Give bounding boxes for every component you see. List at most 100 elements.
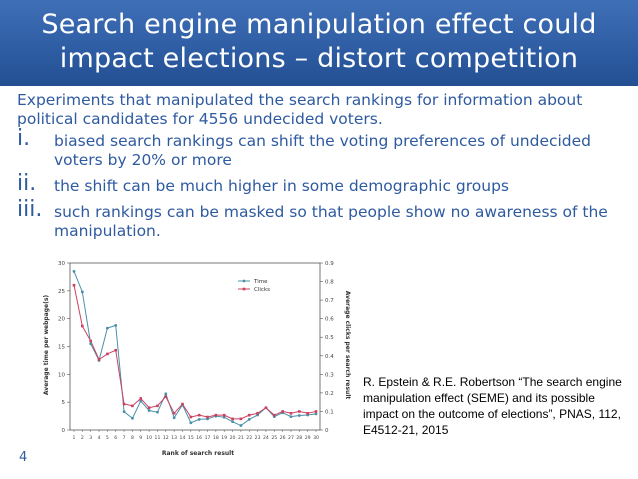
data-point-clicks — [164, 395, 168, 398]
slide-title-line-2: impact elections – distort competition — [59, 43, 579, 74]
x-tick-label: 15 — [188, 435, 194, 441]
list-item-text: biased search rankings can shift the vot… — [54, 132, 592, 169]
data-point-clicks — [114, 348, 118, 352]
data-point-clicks — [231, 417, 234, 421]
data-point-clicks — [314, 410, 318, 413]
x-tick-label: 8 — [131, 435, 134, 441]
findings-list: i. biased search rankings can shift the … — [17, 126, 627, 241]
data-point-time — [314, 412, 318, 416]
data-point-time — [172, 416, 176, 420]
y-tick-label: 15 — [58, 345, 65, 351]
series-line-clicks — [73, 285, 317, 420]
data-point-time — [89, 342, 93, 346]
y-right-tick-label: 0.3 — [325, 372, 334, 378]
y-axis-label-left: Average time per webpage(s) — [43, 295, 50, 396]
x-tick-label: 28 — [296, 435, 302, 441]
x-tick-label: 27 — [288, 435, 294, 441]
y-tick-label: 25 — [58, 289, 65, 295]
data-point-time — [231, 420, 234, 424]
data-point-clicks — [89, 339, 92, 343]
x-tick-label: 16 — [196, 435, 202, 441]
intro-text: Experiments that manipulated the search … — [17, 91, 583, 128]
data-point-clicks — [197, 413, 201, 417]
legend-marker — [242, 287, 246, 291]
data-point-clicks — [72, 283, 76, 287]
slide-title-line-1: Search engine manipulation effect could — [41, 9, 597, 40]
x-tick-label: 24 — [263, 435, 269, 441]
data-point-time — [114, 323, 118, 327]
data-point-clicks — [264, 406, 268, 410]
data-point-clicks — [289, 412, 293, 415]
data-point-time — [247, 418, 251, 421]
data-point-clicks — [306, 412, 309, 415]
x-tick-label: 19 — [221, 435, 227, 441]
x-tick-label: 13 — [171, 435, 177, 441]
data-point-clicks — [147, 406, 151, 410]
y-right-tick-label: 0.5 — [325, 335, 334, 341]
x-tick-label: 17 — [205, 435, 211, 441]
data-point-clicks — [281, 410, 284, 413]
x-tick-label: 5 — [106, 435, 109, 441]
data-point-clicks — [156, 404, 159, 408]
data-point-clicks — [214, 413, 218, 417]
data-point-time — [122, 410, 126, 414]
x-tick-label: 14 — [180, 435, 186, 441]
list-item-number: i. — [17, 126, 31, 151]
data-point-clicks — [272, 413, 276, 417]
y-right-tick-label: 0.9 — [325, 261, 334, 267]
x-axis-label: Rank of search result — [162, 450, 234, 457]
x-tick-label: 26 — [280, 435, 286, 441]
data-point-clicks — [181, 402, 184, 406]
title-bar: Search engine manipulation effect could … — [0, 0, 638, 86]
y-tick-label: 20 — [58, 317, 65, 323]
list-item-text: the shift can be much higher in some dem… — [54, 177, 510, 195]
data-point-time — [131, 416, 134, 420]
data-point-clicks — [97, 358, 101, 361]
data-point-time — [156, 410, 159, 414]
x-tick-label: 30 — [313, 435, 319, 441]
y-right-tick-label: 0.2 — [325, 391, 334, 397]
data-point-clicks — [139, 397, 143, 400]
data-point-time — [239, 424, 243, 427]
x-tick-label: 18 — [213, 435, 219, 441]
data-point-time — [289, 415, 293, 419]
legend-marker — [242, 279, 246, 283]
x-tick-label: 2 — [81, 435, 84, 441]
citation-text: R. Epstein & R.E. Robertson “The search … — [363, 375, 622, 437]
x-tick-label: 3 — [89, 435, 92, 441]
data-point-clicks — [206, 415, 209, 419]
data-point-time — [189, 421, 193, 425]
y-tick-label: 0 — [62, 428, 66, 434]
data-point-time — [222, 415, 226, 419]
x-tick-label: 11 — [155, 435, 161, 441]
list-item-number: iii. — [17, 197, 43, 222]
data-point-clicks — [172, 412, 176, 415]
x-tick-label: 9 — [139, 435, 142, 441]
page-number: 4 — [19, 450, 28, 465]
rank-chart: 0 5 10 15 20 25 30 0 0.1 0.2 0.3 0.4 0.5 0.6 0.7 0.8 0.… — [40, 255, 355, 463]
data-point-time — [72, 269, 76, 273]
data-point-time — [80, 290, 84, 294]
data-point-time — [139, 399, 143, 403]
y-right-tick-label: 0 — [325, 428, 329, 434]
data-point-time — [105, 326, 109, 330]
y-tick-label: 5 — [62, 400, 66, 406]
y-right-tick-label: 0.1 — [325, 409, 334, 415]
x-tick-label: 6 — [114, 435, 117, 441]
list-item-number: ii. — [17, 171, 37, 196]
data-point-clicks — [247, 413, 251, 417]
x-tick-label: 20 — [230, 435, 236, 441]
y-right-tick-label: 0.8 — [325, 280, 334, 286]
x-tick-label: 7 — [123, 435, 126, 441]
y-right-tick-label: 0.4 — [325, 354, 334, 360]
data-point-clicks — [239, 417, 243, 421]
data-point-time — [197, 418, 201, 421]
slide-title: Search engine manipulation effect could … — [0, 8, 638, 76]
data-point-clicks — [106, 352, 109, 356]
series-line-time — [73, 271, 317, 427]
x-tick-label: 22 — [246, 435, 252, 441]
x-tick-label: 10 — [146, 435, 152, 441]
y-tick-label: 30 — [58, 261, 65, 267]
list-item: i. biased search rankings can shift the … — [17, 126, 627, 170]
